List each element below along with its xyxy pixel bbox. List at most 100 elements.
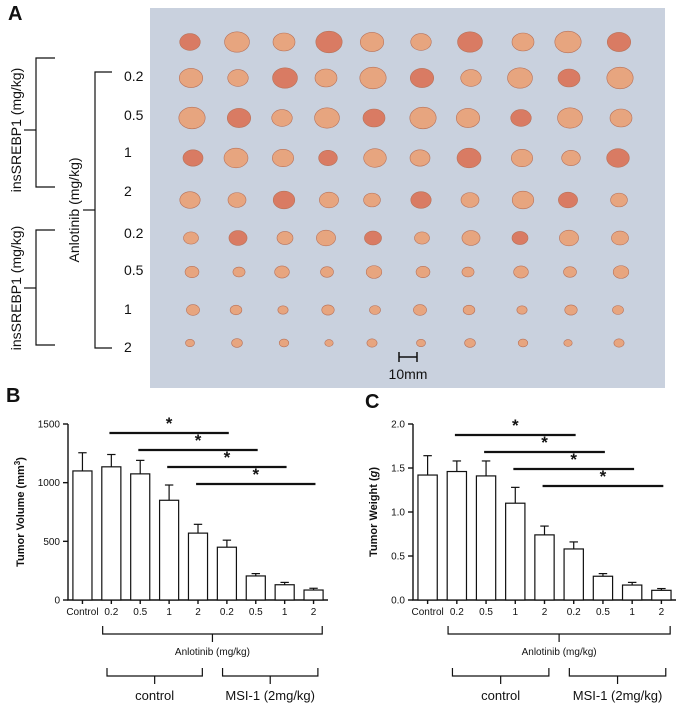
bar [475, 475, 497, 601]
tumor [563, 266, 577, 278]
insrebp1-label-bottom: insSREBP1 (mg/kg) [8, 226, 24, 350]
tumor [315, 30, 343, 54]
tumor [184, 266, 200, 278]
significance-star: * [600, 467, 607, 486]
tumor [320, 266, 334, 278]
bar [417, 474, 438, 601]
y-tick-label: 1000 [38, 478, 61, 489]
tumor [272, 190, 296, 210]
tumor [178, 68, 204, 88]
tumor [455, 108, 481, 128]
bar [446, 470, 468, 601]
tumor [511, 190, 535, 210]
bar [274, 584, 295, 601]
scale-bar-label: 10mm [389, 366, 428, 382]
tumor [314, 68, 338, 88]
tumor [558, 191, 578, 209]
tumor [612, 305, 624, 315]
x-tick-label: 1 [166, 607, 172, 618]
tumor [364, 230, 382, 246]
tumor [409, 106, 437, 130]
tumor [277, 305, 289, 315]
x-tick-label: 2 [659, 607, 665, 618]
panel-b-letter: B [6, 385, 20, 407]
bar [592, 575, 614, 601]
chart-tumor-weight: 0.0 0.5 1.0 1.5 2.0 Control 0.2 0.5 1 2 0.2 0.5 1 2 * *… [368, 416, 676, 703]
tumor [272, 32, 296, 52]
y-tick-label: 0.5 [391, 552, 405, 563]
tumor [278, 338, 290, 348]
group-label-anlotinib: Anlotinib (mg/kg) [522, 647, 597, 658]
y-tick-label: 0 [54, 596, 60, 607]
scale-bar: 10mm [389, 352, 428, 382]
tumor [228, 230, 248, 246]
x-tick-label: Control [411, 607, 443, 618]
x-tick-label: 1 [512, 607, 518, 618]
significance-star: * [570, 450, 577, 469]
tumor [561, 150, 581, 166]
tumor [557, 107, 583, 129]
x-tick-label: 0.5 [479, 607, 493, 618]
significance-star: * [224, 448, 231, 467]
x-tick-label: 0.2 [450, 607, 464, 618]
subgroup-brace [451, 668, 550, 677]
tumor [318, 150, 338, 166]
tumor [610, 192, 628, 208]
tumor [613, 338, 625, 348]
subgroup-label: control [481, 688, 520, 703]
tumor [461, 266, 475, 278]
tumor [462, 304, 476, 316]
panel-a-letter: A [8, 3, 22, 25]
tumor [223, 147, 249, 169]
x-tick-label: 1 [629, 607, 635, 618]
tumor [606, 32, 632, 52]
tumor [319, 191, 339, 209]
tumor [557, 68, 581, 88]
tumor [227, 69, 249, 87]
y-tick-label: 1500 [38, 420, 61, 431]
y-tick-label: 0.0 [391, 596, 405, 607]
tumor [409, 68, 435, 88]
subgroup-label: MSI-1 (2mg/kg) [573, 688, 663, 703]
tumor-photo [150, 8, 665, 388]
tumor [363, 148, 387, 168]
tumor [460, 192, 480, 208]
tumor [324, 339, 334, 347]
row-dose-labels: 0.2 0.5 1 2 0.2 0.5 1 2 [124, 68, 144, 355]
row-dose-label: 1 [124, 301, 132, 317]
tumor [507, 67, 533, 89]
row-dose-label: 1 [124, 144, 132, 160]
panel-a-brackets [24, 57, 112, 349]
x-tick-label: 0.2 [567, 607, 581, 618]
bar [534, 534, 555, 601]
row-dose-label: 0.2 [124, 68, 144, 84]
x-tick-label: 2 [195, 607, 201, 618]
group-label-anlotinib: Anlotinib (mg/kg) [175, 647, 250, 658]
y-tick-label: 1.5 [391, 464, 405, 475]
significance-star: * [195, 431, 202, 450]
x-tick-label: 0.2 [220, 607, 234, 618]
y-axis-title: Tumor Volume (mm3) [13, 457, 27, 567]
subgroup-label: MSI-1 (2mg/kg) [225, 688, 315, 703]
tumor [511, 231, 529, 245]
tumor [178, 106, 206, 130]
anlotinib-label: Anlotinib (mg/kg) [66, 157, 82, 262]
tumor [609, 108, 633, 128]
significance-star: * [252, 465, 259, 484]
tumor [564, 304, 578, 316]
y-tick-label: 500 [43, 537, 60, 548]
significance-star: * [166, 414, 173, 433]
tumor [456, 147, 482, 169]
tumor [366, 338, 378, 348]
subgroup-brace [106, 668, 203, 677]
tumor [416, 339, 426, 347]
bar [101, 466, 122, 601]
bar [158, 499, 180, 601]
x-tick-label: 1 [282, 607, 288, 618]
panel-c-letter: C [365, 391, 379, 413]
tumor [362, 108, 386, 128]
significance-star: * [512, 416, 519, 435]
tumor [457, 31, 483, 53]
tumor [224, 31, 250, 53]
